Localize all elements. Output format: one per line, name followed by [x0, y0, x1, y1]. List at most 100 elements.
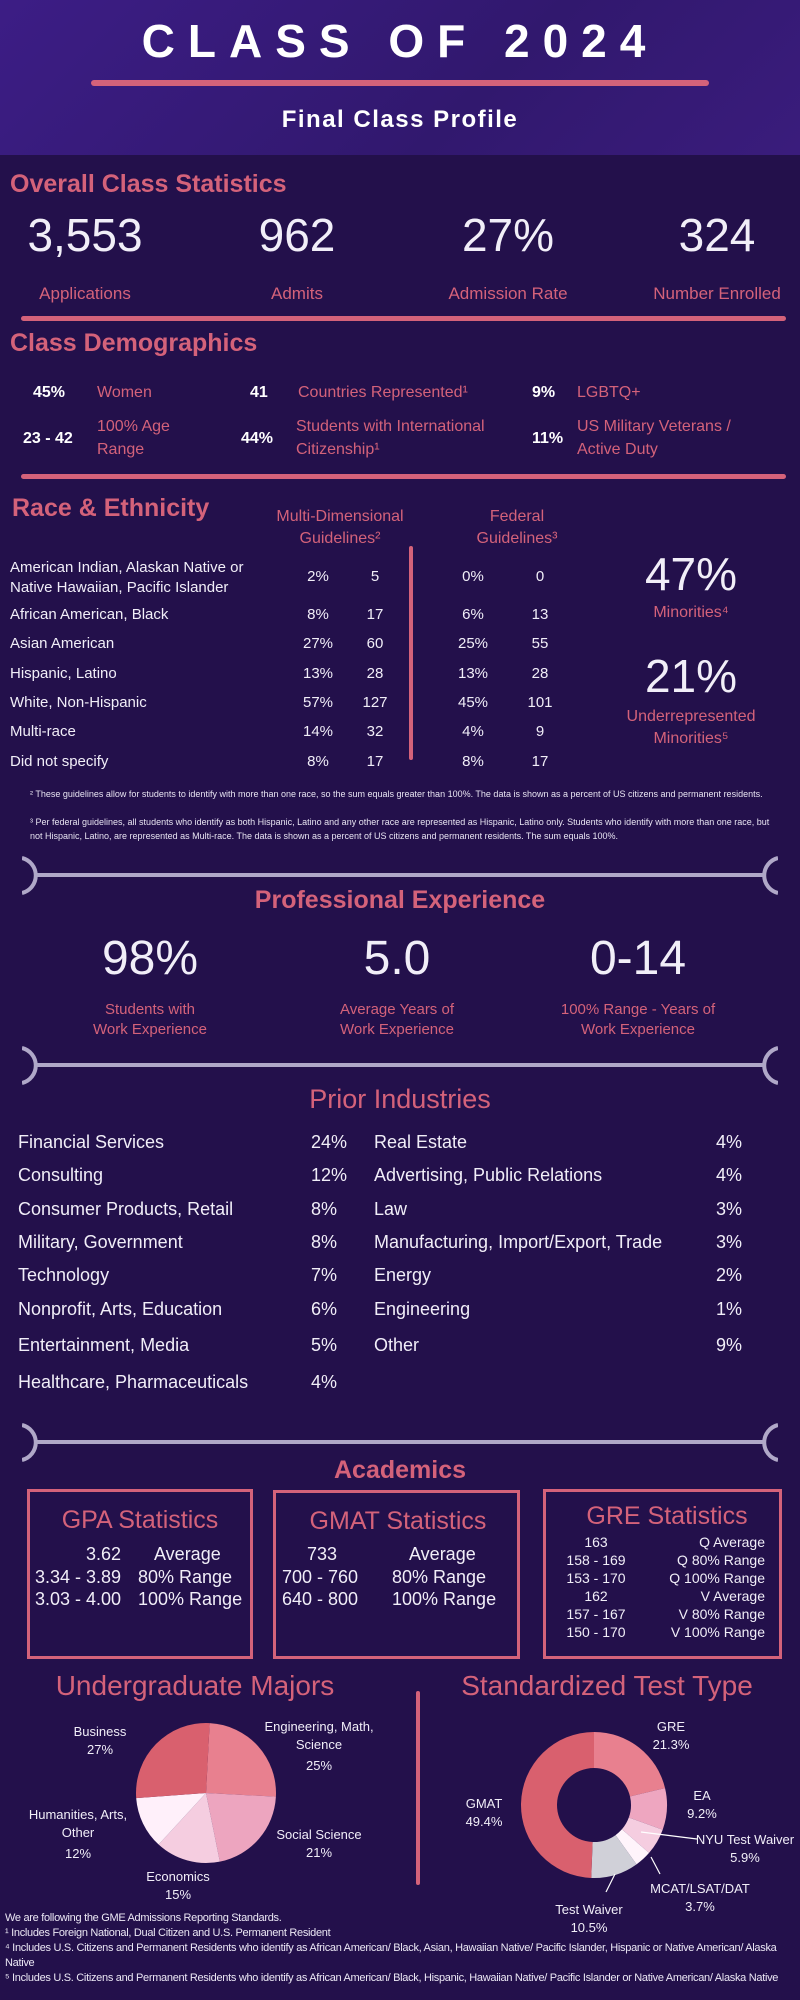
footer-line: We are following the GME Admissions Repo…	[5, 1912, 282, 1924]
leader-line	[605, 1873, 616, 1893]
race-md-pct: 8%	[307, 753, 329, 770]
race-row-label: Hispanic, Latino	[10, 665, 117, 682]
exp-label: Work Experience	[581, 1021, 695, 1038]
gmat-label: 80% Range	[392, 1567, 487, 1587]
race-fed-n: 28	[531, 665, 549, 682]
urm-label: Underrepresented Minorities⁵	[626, 708, 756, 747]
slice-business	[136, 1723, 210, 1799]
industry-pct: 9%	[716, 1335, 743, 1355]
industry-pct: 4%	[716, 1165, 743, 1185]
gre-value: 158 - 169	[566, 1552, 626, 1568]
pie-label-value: 25%	[305, 1758, 333, 1773]
pie-label-text: Social Science	[276, 1827, 362, 1842]
industry-name: Advertising, Public Relations	[374, 1165, 603, 1185]
leader-line	[640, 1831, 698, 1840]
pie-label: Business 27%	[55, 1723, 145, 1759]
slice-mcat-lsat-dat	[615, 1829, 650, 1865]
gpa-title: GPA Statistics	[61, 1506, 219, 1534]
page-title: CLASS OF 2024	[141, 15, 659, 67]
pie-label-text: GRE	[656, 1719, 686, 1734]
industry-name: Manufacturing, Import/Export, Trade	[374, 1232, 663, 1252]
gmat-value: 733	[307, 1544, 338, 1564]
pie-label: NYU Test Waiver 5.9%	[690, 1831, 800, 1867]
race-row-label: African American, Black	[10, 606, 169, 623]
pie-label-value: 21.3%	[652, 1737, 690, 1752]
majors-title: Undergraduate Majors	[55, 1670, 335, 1701]
industry-name: Technology	[18, 1265, 110, 1285]
gpa-box: GPA Statistics	[27, 1489, 253, 1659]
pie-label: Humanities, Arts, Other 12%	[23, 1806, 133, 1863]
race-fed-n: 9	[535, 723, 545, 740]
exp-label: Work Experience	[340, 1021, 454, 1038]
race-md-n: 127	[362, 694, 388, 711]
race-row-label: Asian American	[10, 635, 115, 652]
industry-pct: 8%	[311, 1199, 338, 1219]
stat-label: Admission Rate	[448, 284, 568, 303]
pie-label-value: 10.5%	[570, 1920, 608, 1935]
stat-value: 3,553	[27, 209, 143, 261]
race-md-n: 28	[366, 665, 384, 682]
pie-label-text: Engineering, Math, Science	[264, 1719, 374, 1752]
stat-label: Number Enrolled	[653, 284, 781, 303]
demo-label: US Military Veterans / Active Duty	[577, 418, 731, 458]
race-fed-pct: 4%	[462, 723, 484, 740]
fed-header: Federal Guidelines³	[476, 508, 558, 547]
race-md-n: 5	[370, 568, 380, 585]
gre-label: Q 80% Range	[677, 1552, 765, 1568]
demo-label: Women	[97, 384, 152, 401]
exp-label: Average Years of	[340, 1001, 454, 1018]
race-row-label: White, Non-Hispanic	[10, 694, 147, 711]
demo-value: 23 - 42	[23, 430, 73, 447]
pie-label: Social Science 21%	[259, 1826, 379, 1862]
stat-label: Admits	[271, 284, 323, 303]
exp-label: Work Experience	[93, 1021, 207, 1038]
gpa-value: 3.62	[85, 1544, 121, 1564]
race-md-pct: 14%	[302, 723, 334, 740]
pie-label-text: EA	[693, 1788, 711, 1803]
race-fed-pct: 0%	[462, 568, 484, 585]
industry-name: Engineering	[374, 1299, 471, 1319]
industry-pct: 4%	[716, 1132, 743, 1152]
pie-label-text: Business	[73, 1724, 127, 1739]
page-subtitle: Final Class Profile	[281, 106, 519, 133]
gre-value: 162	[584, 1588, 608, 1604]
exp-label: 100% Range - Years of	[560, 1001, 716, 1018]
slice-engineering-math-science	[206, 1723, 276, 1797]
race-fed-n: 0	[535, 568, 545, 585]
industry-pct: 5%	[311, 1335, 338, 1355]
gre-label: Q Average	[699, 1534, 765, 1550]
industry-name: Military, Government	[18, 1232, 183, 1252]
gre-value: 150 - 170	[566, 1624, 626, 1640]
pie-label: GMAT 49.4%	[454, 1795, 514, 1831]
race-fed-pct: 8%	[462, 753, 484, 770]
pie-label: EA 9.2%	[672, 1787, 732, 1823]
exp-value: 0-14	[589, 932, 687, 985]
slice-nyu-test-waiver	[621, 1817, 663, 1853]
industry-pct: 4%	[311, 1372, 338, 1392]
footer-notes: We are following the GME Admissions Repo…	[5, 1911, 795, 1986]
pie-label-value: 3.7%	[685, 1899, 715, 1914]
academics-heading: Academics	[333, 1456, 467, 1484]
gmat-value: 640 - 800	[282, 1589, 359, 1609]
pie-label-value: 5.9%	[730, 1850, 760, 1865]
race-md-pct: 57%	[302, 694, 334, 711]
industry-name: Nonprofit, Arts, Education	[18, 1299, 223, 1319]
gre-value: 157 - 167	[566, 1606, 626, 1622]
industry-name: Consulting	[18, 1165, 104, 1185]
pie-label-value: 27%	[86, 1742, 114, 1757]
divider	[21, 474, 786, 479]
slice-economics	[158, 1793, 220, 1863]
race-fed-pct: 45%	[457, 694, 489, 711]
experience-heading: Professional Experience	[254, 886, 546, 914]
pie-label-value: 49.4%	[465, 1814, 503, 1829]
race-row-label: Multi-race	[10, 723, 76, 740]
race-fed-n: 13	[531, 606, 549, 623]
gre-label: V 80% Range	[678, 1606, 765, 1622]
gre-label: V 100% Range	[670, 1624, 765, 1640]
pie-label-text: Economics	[146, 1869, 210, 1884]
industry-name: Other	[374, 1335, 420, 1355]
charts-divider	[416, 1691, 420, 1885]
pie-label-value: 9.2%	[687, 1806, 717, 1821]
leader-line	[650, 1856, 661, 1875]
